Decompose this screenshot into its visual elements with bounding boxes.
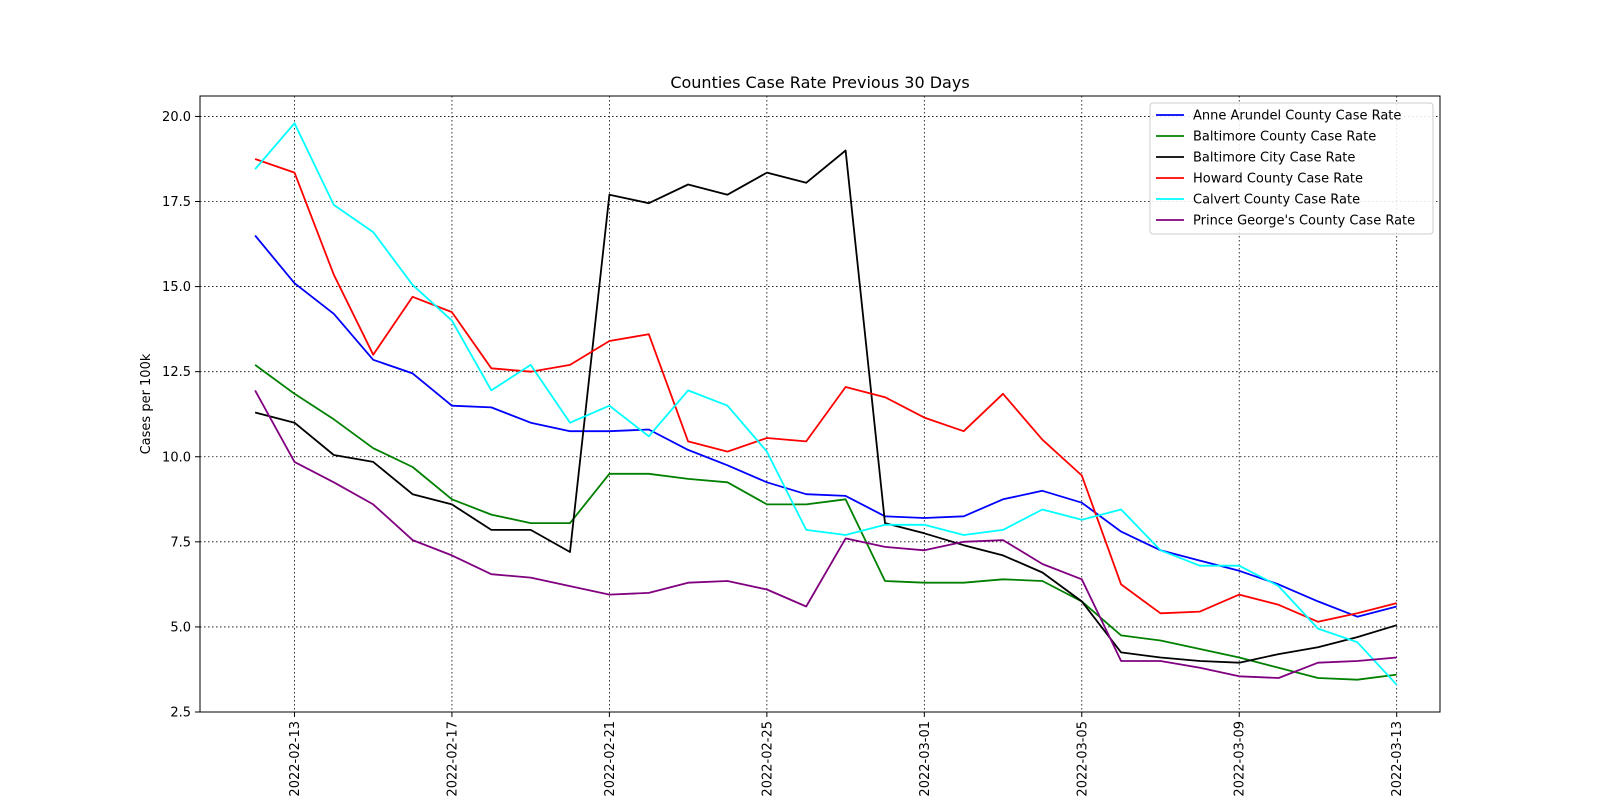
x-tick-label: 2022-03-01 — [918, 721, 933, 797]
legend-label: Baltimore City Case Rate — [1193, 151, 1355, 166]
y-tick-label: 12.5 — [162, 365, 191, 380]
legend-label: Baltimore County Case Rate — [1193, 130, 1376, 145]
chart-title: Counties Case Rate Previous 30 Days — [670, 73, 969, 92]
y-tick-label: 10.0 — [162, 450, 191, 465]
series-line-3 — [254, 158, 1397, 623]
x-tick-label: 2022-03-13 — [1390, 721, 1405, 797]
series-line-2 — [254, 149, 1397, 664]
legend-label: Prince George's County Case Rate — [1193, 214, 1415, 229]
y-tick-label: 5.0 — [170, 620, 191, 635]
legend-label: Anne Arundel County Case Rate — [1193, 109, 1401, 124]
plot-frame — [199, 95, 1441, 713]
x-tick-label: 2022-03-05 — [1075, 721, 1090, 797]
y-tick-label: 2.5 — [170, 706, 191, 721]
y-tick-label: 20.0 — [162, 110, 191, 125]
series-line-4 — [254, 122, 1398, 686]
series-line-1 — [254, 364, 1397, 681]
y-tick-label: 17.5 — [162, 195, 191, 210]
x-tick-label: 2022-03-09 — [1233, 721, 1248, 797]
axes: 2.5 5.0 7.5 10.0 12.5 15.0 17.5 20.0 2022-02-13 2… — [162, 110, 1405, 797]
series-line-0 — [254, 234, 1397, 618]
x-tick-label: 2022-02-21 — [603, 721, 618, 797]
x-tick-label: 2022-02-17 — [445, 721, 460, 797]
y-tick-label: 7.5 — [170, 535, 191, 550]
y-axis-label: Cases per 100k — [139, 353, 154, 454]
series-line-5 — [254, 389, 1397, 679]
legend: Anne Arundel County Case Rate Baltimore C… — [1149, 102, 1434, 235]
legend-label: Calvert County Case Rate — [1193, 193, 1360, 208]
y-tick-label: 15.0 — [162, 280, 191, 295]
legend-box — [1149, 102, 1434, 235]
series-lines — [254, 122, 1398, 686]
legend-label: Howard County Case Rate — [1193, 172, 1363, 187]
x-tick-label: 2022-02-25 — [760, 721, 775, 797]
x-tick-label: 2022-02-13 — [288, 721, 303, 797]
